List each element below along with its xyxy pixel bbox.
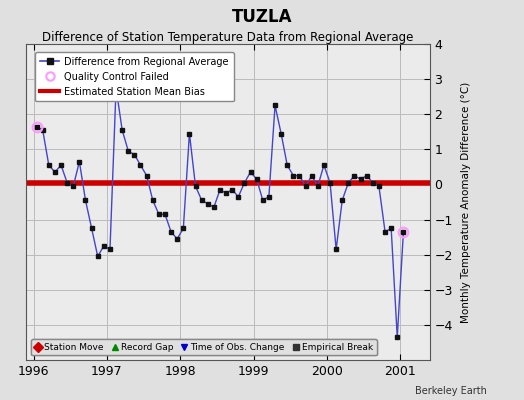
Legend: Station Move, Record Gap, Time of Obs. Change, Empirical Break: Station Move, Record Gap, Time of Obs. C… <box>31 339 377 356</box>
Text: TUZLA: TUZLA <box>232 8 292 26</box>
Y-axis label: Monthly Temperature Anomaly Difference (°C): Monthly Temperature Anomaly Difference (… <box>461 81 471 323</box>
Text: Berkeley Earth: Berkeley Earth <box>416 386 487 396</box>
Title: Difference of Station Temperature Data from Regional Average: Difference of Station Temperature Data f… <box>42 31 413 44</box>
